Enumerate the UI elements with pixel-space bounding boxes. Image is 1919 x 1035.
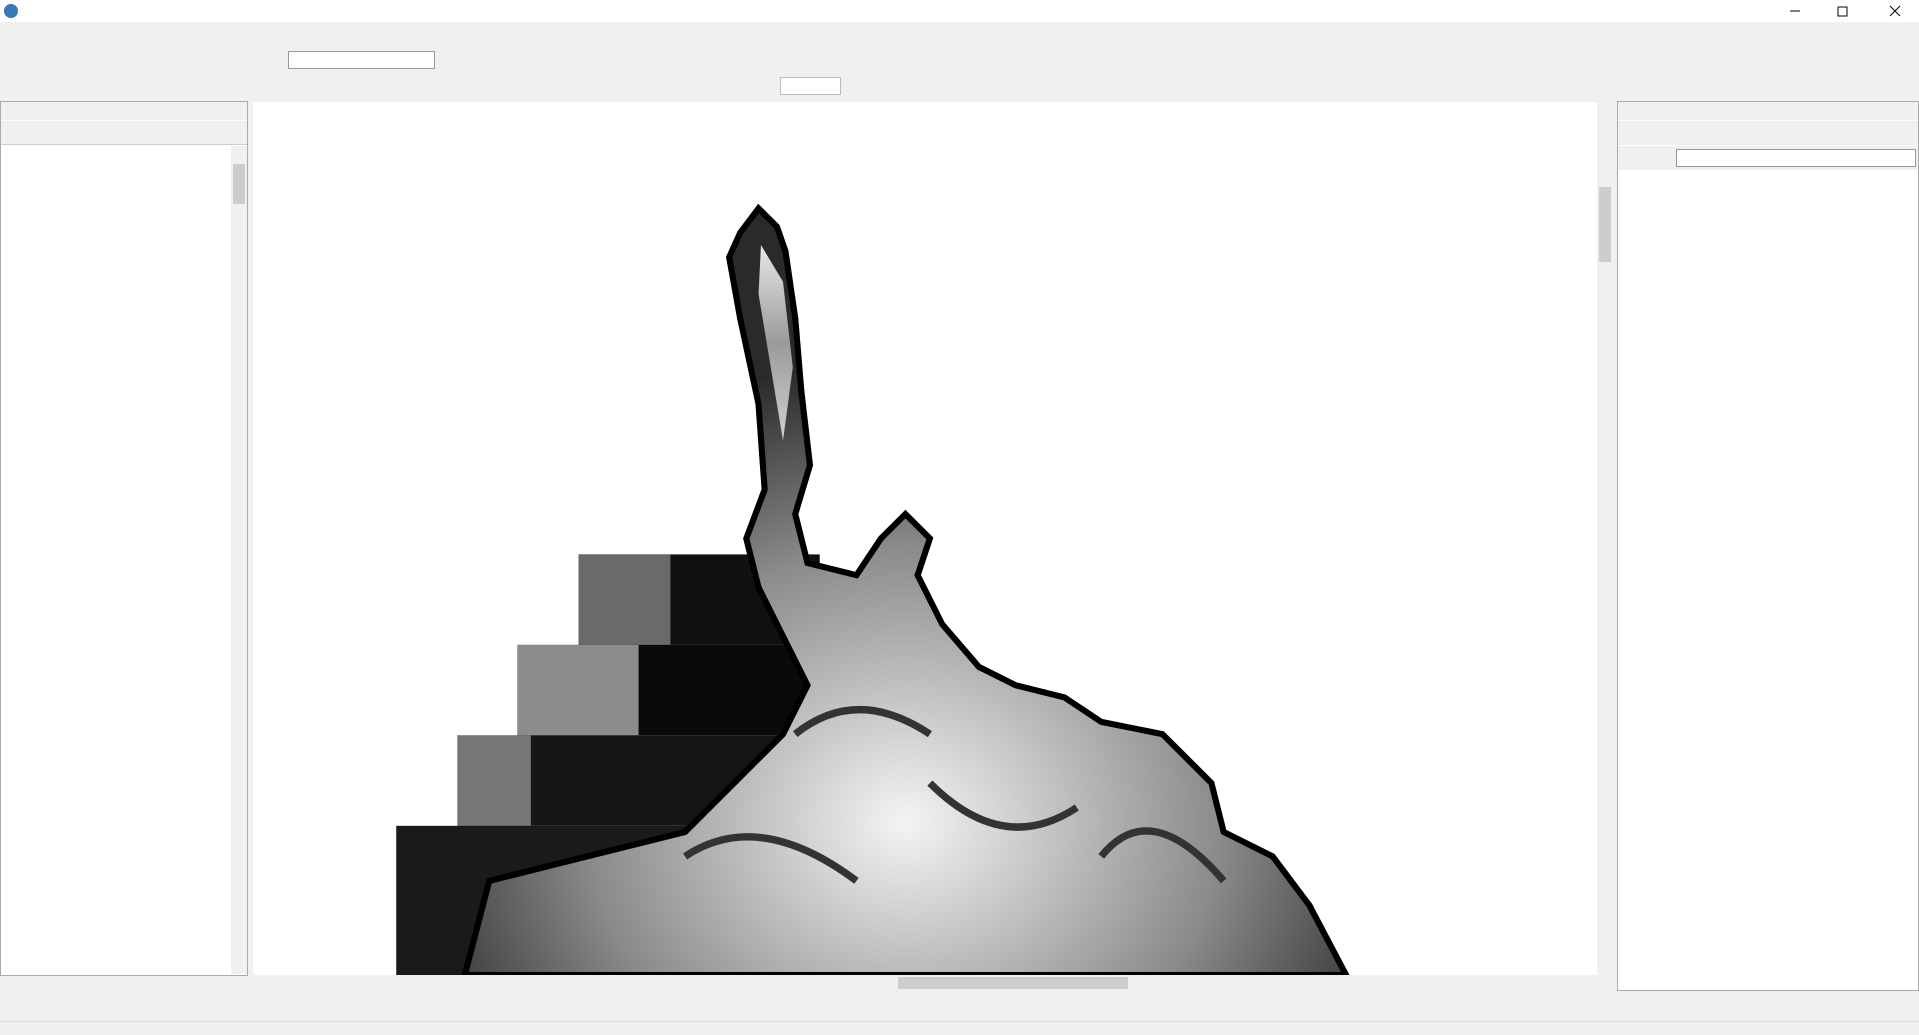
catalog-toolbar — [1618, 121, 1918, 145]
window-controls[interactable] — [1780, 0, 1919, 22]
map-vscroll[interactable] — [1597, 102, 1613, 975]
toc-panel — [0, 101, 248, 976]
catalog-panel — [1617, 101, 1919, 991]
toc-title — [1, 102, 247, 120]
bottom-toolbars — [0, 994, 1919, 1020]
toc-scrollbar[interactable] — [231, 146, 247, 974]
app-icon — [4, 4, 18, 18]
scroll-thumb[interactable] — [233, 164, 245, 204]
location-box[interactable] — [1676, 149, 1916, 167]
map-view[interactable] — [253, 102, 1597, 975]
catalog-title — [1618, 102, 1918, 120]
toolbar-tools — [0, 74, 1919, 99]
location-row — [1618, 146, 1918, 170]
toc-toolbar — [1, 121, 247, 145]
scroll-thumb[interactable] — [1599, 187, 1611, 262]
title-bar — [0, 0, 1919, 22]
dem-raster — [396, 203, 1350, 975]
scale-box[interactable] — [288, 51, 435, 69]
status-bar — [0, 1021, 1919, 1035]
map-hscroll[interactable] — [253, 975, 1597, 991]
zoom-box[interactable] — [780, 77, 841, 95]
toolbar-standard — [0, 48, 1919, 73]
menu-bar — [0, 24, 800, 46]
scroll-thumb[interactable] — [898, 977, 1128, 989]
